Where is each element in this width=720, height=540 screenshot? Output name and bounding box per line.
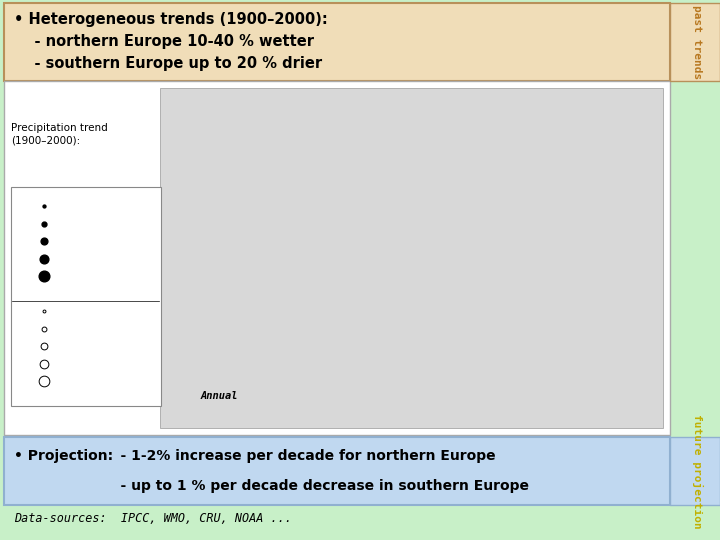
Text: - southern Europe up to 20 % drier: - southern Europe up to 20 % drier [14, 56, 323, 71]
Text: -20%: -20% [68, 325, 89, 333]
Text: -10%: -10% [68, 307, 89, 316]
FancyBboxPatch shape [670, 3, 720, 81]
Text: -30%: -30% [68, 342, 89, 351]
Text: +20%: +20% [68, 219, 89, 228]
Text: -40%: -40% [68, 359, 89, 368]
Text: +30%: +30% [68, 237, 89, 246]
FancyBboxPatch shape [160, 88, 663, 428]
FancyBboxPatch shape [11, 187, 161, 407]
FancyBboxPatch shape [4, 81, 670, 435]
FancyBboxPatch shape [4, 3, 670, 81]
Text: past trends: past trends [693, 5, 702, 79]
Text: +50%: +50% [68, 272, 89, 281]
FancyBboxPatch shape [670, 437, 720, 505]
Text: -50%: -50% [68, 377, 89, 386]
Text: Data-sources:  IPCC, WMO, CRU, NOAA ...: Data-sources: IPCC, WMO, CRU, NOAA ... [14, 512, 292, 525]
Text: Annual: Annual [200, 391, 238, 401]
Text: future projection: future projection [692, 414, 703, 529]
Text: +10%: +10% [68, 201, 89, 211]
Text: Precipitation trend
(1900–2000):: Precipitation trend (1900–2000): [11, 124, 107, 145]
Text: - 1-2% increase per decade for northern Europe: - 1-2% increase per decade for northern … [101, 449, 495, 463]
Text: • Projection:: • Projection: [14, 449, 114, 463]
Text: - up to 1 % per decade decrease in southern Europe: - up to 1 % per decade decrease in south… [101, 479, 528, 493]
Text: +40%: +40% [68, 254, 89, 263]
Text: • Heterogeneous trends (1900–2000):: • Heterogeneous trends (1900–2000): [14, 12, 328, 28]
Text: - northern Europe 10-40 % wetter: - northern Europe 10-40 % wetter [14, 35, 315, 49]
FancyBboxPatch shape [4, 437, 670, 505]
